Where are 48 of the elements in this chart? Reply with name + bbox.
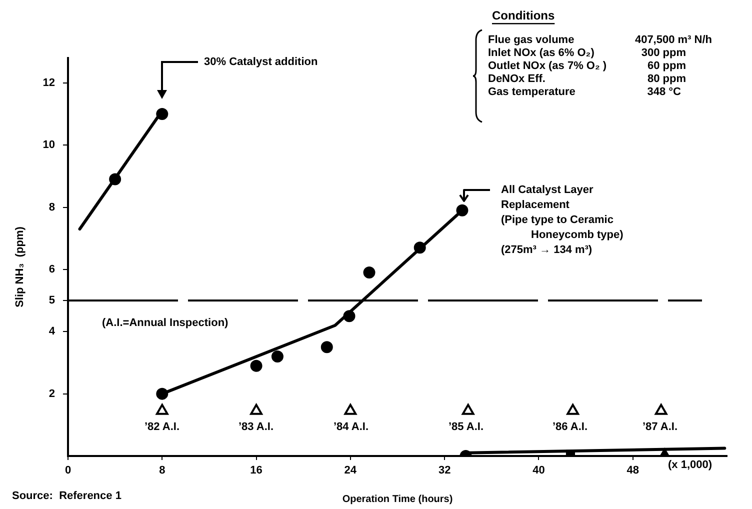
annotation: Outlet NOx (as 7% O₂ ) xyxy=(488,60,607,72)
point xyxy=(320,341,333,354)
x-axis-title: Operation Time (hours) xyxy=(342,494,453,505)
y-axis-title: Slip NH₃ (ppm) xyxy=(14,226,26,308)
source-note: Source: Reference 1 xyxy=(12,490,122,502)
y-tick-label: 5 xyxy=(48,294,55,307)
point xyxy=(156,404,168,415)
point xyxy=(566,404,580,415)
y-tick-label: 6 xyxy=(48,263,55,276)
text: Flue gas volume xyxy=(488,34,574,46)
annotation: DeNOx Eff. xyxy=(488,73,546,86)
x-tick-label: 0 xyxy=(64,464,72,477)
x-tick-label: 48 xyxy=(626,464,639,477)
point xyxy=(344,404,357,415)
text: (x 1,000) xyxy=(668,459,712,472)
annotation: (A.I.=Annual Inspection) xyxy=(102,317,229,330)
x-tick-label: 8 xyxy=(159,464,166,477)
y-tick-label: 2 xyxy=(48,388,55,400)
x-tick-label: 40 xyxy=(532,464,545,477)
annotation: All Catalyst Layer Replacement (Pipe type to Ceramic Honeycomb type) (275m³ → 134 m³) xyxy=(501,184,624,256)
annotation: ’86 A.I. xyxy=(552,421,588,434)
annotation: 80 ppm xyxy=(647,73,686,86)
annotation: ’84 A.I. xyxy=(333,421,369,434)
annotation: Inlet NOx (as 6% O₂) xyxy=(488,47,595,60)
annotation: 60 ppm xyxy=(647,60,686,72)
annotation: ’82 A.I. xyxy=(144,421,180,434)
y-tick-label: 10 xyxy=(42,139,55,152)
point xyxy=(250,404,262,415)
point xyxy=(271,350,284,362)
annotation: 300 ppm xyxy=(641,47,686,60)
annotation: 348 °C xyxy=(647,86,682,98)
point xyxy=(250,360,262,372)
text: Conditions xyxy=(492,8,555,22)
y-tick-label: 12 xyxy=(42,76,55,89)
annotation: ’87 A.I. xyxy=(642,421,678,434)
annotation: 30% Catalyst addition xyxy=(204,56,318,68)
y-tick-label: 4 xyxy=(48,326,56,338)
x-tick-label: 32 xyxy=(438,464,451,477)
point xyxy=(462,404,474,415)
text: 407,500 m³ N/h xyxy=(634,34,712,46)
point xyxy=(363,266,376,279)
x-tick-label: 24 xyxy=(344,464,358,477)
y-tick-label: 8 xyxy=(48,201,55,214)
point xyxy=(654,404,668,415)
annotation: Gas temperature xyxy=(488,86,576,98)
annotation: ’83 A.I. xyxy=(238,421,274,434)
annotation: ’85 A.I. xyxy=(448,421,484,434)
x-tick-label: 16 xyxy=(250,464,262,477)
